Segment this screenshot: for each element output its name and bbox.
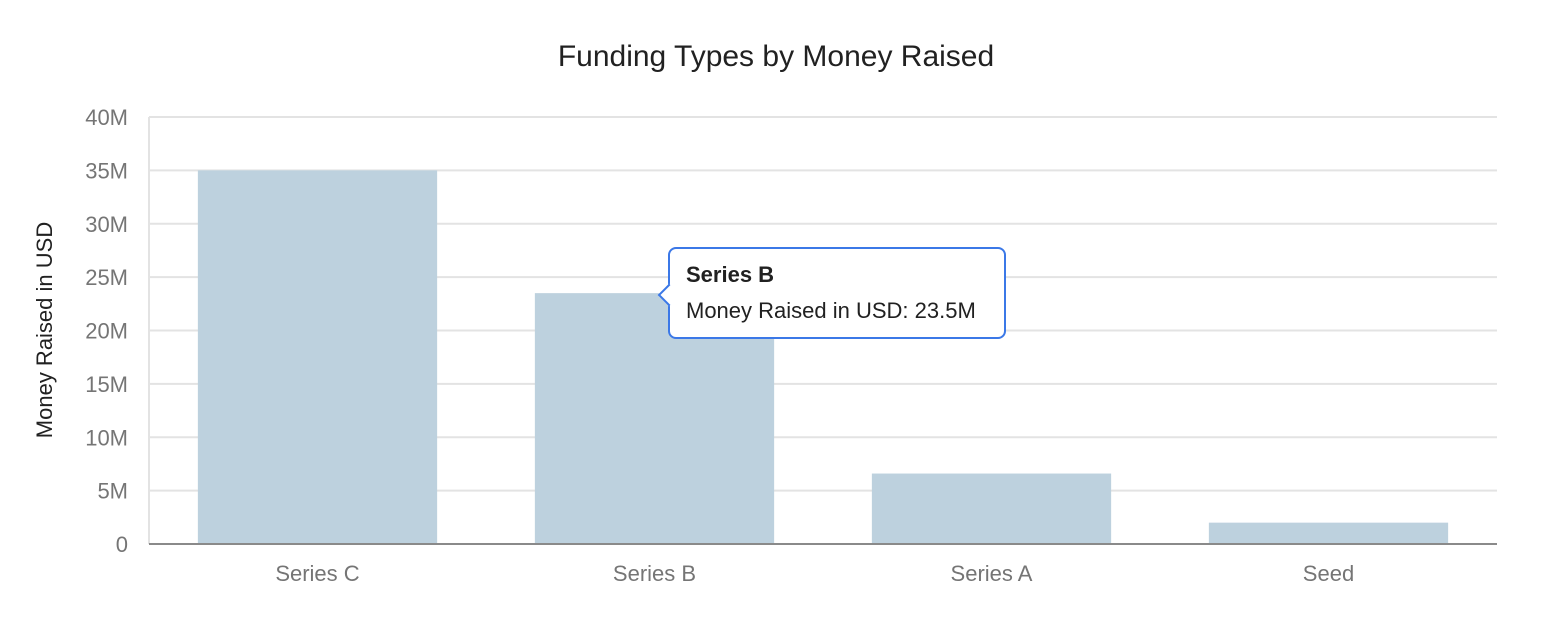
y-tick-label: 25M	[85, 265, 128, 290]
y-tick-label: 10M	[85, 425, 128, 450]
y-axis-title: Money Raised in USD	[32, 222, 57, 438]
bar-tooltip: Series B Money Raised in USD: 23.5M	[657, 247, 1006, 339]
x-tick-label: Series A	[951, 561, 1033, 586]
bar-series-c[interactable]	[197, 170, 438, 544]
x-tick-label: Seed	[1303, 561, 1354, 586]
y-tick-label: 15M	[85, 372, 128, 397]
y-tick-label: 0	[116, 532, 128, 557]
tooltip-body: Money Raised in USD: 23.5M	[686, 298, 976, 323]
y-tick-label: 35M	[85, 158, 128, 183]
tooltip-title: Series B	[686, 262, 775, 287]
y-tick-label: 40M	[85, 105, 128, 130]
x-tick-label: Series B	[613, 561, 696, 586]
bars	[197, 170, 1449, 544]
y-tick-label: 30M	[85, 212, 128, 237]
bar-series-a[interactable]	[871, 473, 1112, 544]
tick-labels: 0 5M 10M 15M 20M 25M 30M 35M 40M Series C Series B…	[85, 105, 1354, 586]
y-tick-label: 20M	[85, 319, 128, 344]
chart-title: Funding Types by Money Raised	[558, 40, 994, 73]
bar-seed[interactable]	[1208, 522, 1449, 544]
axes	[148, 117, 1497, 545]
y-tick-label: 5M	[97, 479, 128, 504]
x-tick-label: Series C	[275, 561, 359, 586]
